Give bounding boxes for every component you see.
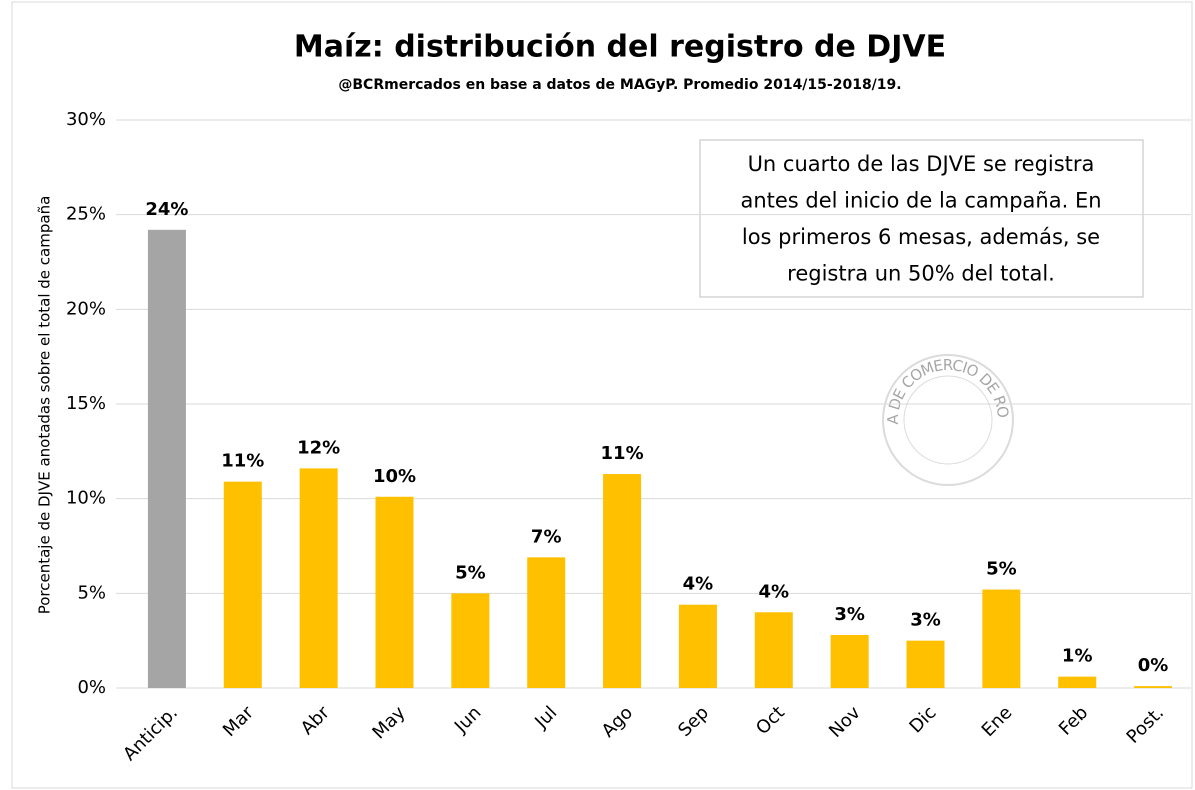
bar	[299, 468, 338, 688]
annotation-line: los primeros 6 mesas, además, se	[742, 225, 1100, 249]
data-label: 12%	[297, 437, 340, 458]
chart-subtitle: @BCRmercados en base a datos de MAGyP. P…	[338, 77, 901, 93]
annotation-line: antes del inicio de la campaña. En	[740, 189, 1101, 213]
bar	[754, 612, 793, 688]
chart-title: Maíz: distribución del registro de DJVE	[294, 30, 946, 65]
y-tick-label: 15%	[66, 393, 106, 414]
y-tick-label: 30%	[66, 109, 106, 130]
bar	[982, 589, 1021, 688]
data-label: 10%	[373, 466, 416, 487]
annotation-line: Un cuarto de las DJVE se registra	[748, 152, 1095, 176]
data-label: 5%	[986, 559, 1017, 580]
watermark-ring	[882, 354, 1014, 486]
data-label: 3%	[834, 604, 865, 625]
bar	[375, 496, 414, 688]
bar	[830, 634, 869, 688]
data-label: 1%	[1062, 646, 1093, 667]
data-label: 4%	[683, 574, 714, 595]
data-label: 0%	[1138, 655, 1169, 676]
bar	[223, 481, 262, 688]
annotation-box	[699, 139, 1144, 298]
bar	[1134, 686, 1173, 688]
bar	[906, 640, 945, 688]
bar	[451, 593, 490, 688]
y-tick-label: 10%	[66, 488, 106, 509]
data-label: 3%	[910, 610, 941, 631]
bar	[603, 474, 642, 688]
bar	[527, 557, 566, 688]
watermark-ring	[903, 375, 993, 465]
y-tick-label: 0%	[77, 677, 106, 698]
data-label: 7%	[531, 526, 562, 547]
bar	[678, 604, 717, 688]
data-label: 4%	[759, 581, 790, 602]
data-label: 24%	[145, 199, 188, 220]
annotation-line: registra un 50% del total.	[787, 262, 1055, 286]
y-axis-label: Porcentaje de DJVE anotadas sobre el tot…	[36, 196, 54, 615]
bar	[147, 229, 186, 688]
data-label: 11%	[601, 443, 644, 464]
y-tick-label: 5%	[77, 582, 106, 603]
data-label: 5%	[455, 562, 486, 583]
bar	[1058, 676, 1097, 688]
y-tick-label: 25%	[66, 204, 106, 225]
data-label: 11%	[221, 451, 264, 472]
y-tick-label: 20%	[66, 298, 106, 319]
